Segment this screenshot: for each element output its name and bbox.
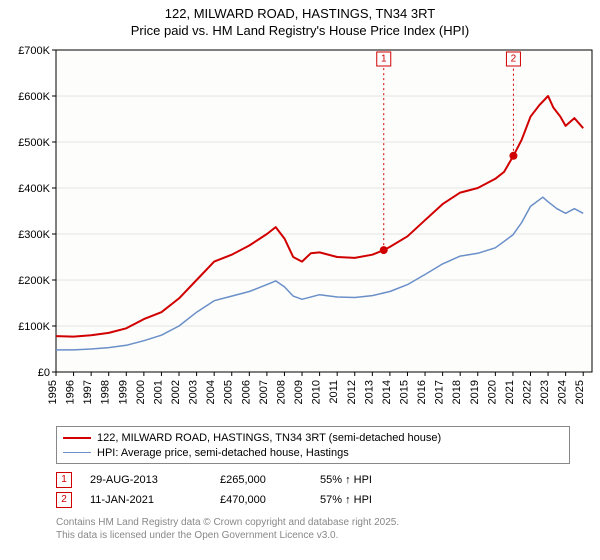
legend-item-price: 122, MILWARD ROAD, HASTINGS, TN34 3RT (s… bbox=[63, 430, 563, 445]
svg-text:2011: 2011 bbox=[328, 380, 340, 404]
sale-price: £265,000 bbox=[220, 474, 320, 486]
sale-date: 29-AUG-2013 bbox=[90, 474, 220, 486]
svg-text:£500K: £500K bbox=[18, 137, 50, 149]
legend-swatch-price bbox=[63, 437, 91, 439]
svg-text:2014: 2014 bbox=[381, 380, 393, 404]
sale-pct: 55% ↑ HPI bbox=[320, 474, 440, 486]
sale-date: 11-JAN-2021 bbox=[90, 494, 220, 506]
svg-text:2025: 2025 bbox=[574, 380, 586, 404]
title-line2: Price paid vs. HM Land Registry's House … bbox=[0, 21, 600, 42]
svg-text:2016: 2016 bbox=[416, 380, 428, 404]
svg-text:2008: 2008 bbox=[275, 380, 287, 404]
svg-text:£300K: £300K bbox=[18, 229, 50, 241]
svg-text:2003: 2003 bbox=[188, 380, 200, 404]
svg-text:2006: 2006 bbox=[240, 380, 252, 404]
svg-text:2010: 2010 bbox=[311, 380, 323, 404]
sale-pct: 57% ↑ HPI bbox=[320, 494, 440, 506]
svg-text:2000: 2000 bbox=[135, 380, 147, 404]
chart-area: £0 £100K £200K £300K £400K £500K £600K £700K 199… bbox=[0, 42, 600, 422]
sales-table: 1 29-AUG-2013 £265,000 55% ↑ HPI 2 11-JA… bbox=[56, 470, 600, 510]
svg-text:£0: £0 bbox=[38, 367, 50, 379]
svg-text:2013: 2013 bbox=[363, 380, 375, 404]
svg-text:2018: 2018 bbox=[451, 380, 463, 404]
svg-text:2007: 2007 bbox=[258, 380, 270, 404]
svg-text:1995: 1995 bbox=[47, 380, 59, 404]
attribution-line1: Contains HM Land Registry data © Crown c… bbox=[56, 516, 600, 529]
svg-text:£200K: £200K bbox=[18, 275, 50, 287]
svg-text:£100K: £100K bbox=[18, 321, 50, 333]
svg-text:2012: 2012 bbox=[346, 380, 358, 404]
legend-label-hpi: HPI: Average price, semi-detached house,… bbox=[97, 447, 349, 459]
sale-price: £470,000 bbox=[220, 494, 320, 506]
svg-text:2017: 2017 bbox=[434, 380, 446, 404]
table-row: 2 11-JAN-2021 £470,000 57% ↑ HPI bbox=[56, 490, 600, 510]
legend-item-hpi: HPI: Average price, semi-detached house,… bbox=[63, 445, 563, 460]
svg-text:1998: 1998 bbox=[100, 380, 112, 404]
svg-text:1: 1 bbox=[381, 54, 387, 65]
svg-text:2002: 2002 bbox=[170, 380, 182, 404]
legend-label-price: 122, MILWARD ROAD, HASTINGS, TN34 3RT (s… bbox=[97, 432, 441, 444]
svg-text:2004: 2004 bbox=[205, 380, 217, 404]
svg-text:2019: 2019 bbox=[469, 380, 481, 404]
svg-text:2021: 2021 bbox=[504, 380, 516, 404]
sale-marker-1: 1 bbox=[56, 472, 72, 488]
table-row: 1 29-AUG-2013 £265,000 55% ↑ HPI bbox=[56, 470, 600, 490]
svg-text:2015: 2015 bbox=[398, 380, 410, 404]
svg-text:1997: 1997 bbox=[82, 380, 94, 404]
svg-text:2005: 2005 bbox=[223, 380, 235, 404]
legend: 122, MILWARD ROAD, HASTINGS, TN34 3RT (s… bbox=[56, 426, 570, 464]
legend-swatch-hpi bbox=[63, 452, 91, 453]
svg-text:2001: 2001 bbox=[152, 380, 164, 404]
svg-text:2024: 2024 bbox=[557, 380, 569, 404]
title-line1: 122, MILWARD ROAD, HASTINGS, TN34 3RT bbox=[0, 0, 600, 21]
svg-text:2022: 2022 bbox=[521, 380, 533, 404]
svg-text:2023: 2023 bbox=[539, 380, 551, 404]
sale-marker-2: 2 bbox=[56, 492, 72, 508]
svg-text:£400K: £400K bbox=[18, 183, 50, 195]
svg-text:1999: 1999 bbox=[117, 380, 129, 404]
chart-container: 122, MILWARD ROAD, HASTINGS, TN34 3RT Pr… bbox=[0, 0, 600, 560]
svg-text:2020: 2020 bbox=[486, 380, 498, 404]
svg-text:£600K: £600K bbox=[18, 91, 50, 103]
svg-text:2009: 2009 bbox=[293, 380, 305, 404]
chart-svg: £0 £100K £200K £300K £400K £500K £600K £700K 199… bbox=[0, 42, 600, 422]
svg-text:1996: 1996 bbox=[65, 380, 77, 404]
svg-text:£700K: £700K bbox=[18, 45, 50, 57]
attribution-line2: This data is licensed under the Open Gov… bbox=[56, 529, 600, 542]
attribution: Contains HM Land Registry data © Crown c… bbox=[56, 516, 600, 542]
svg-text:2: 2 bbox=[511, 54, 517, 65]
